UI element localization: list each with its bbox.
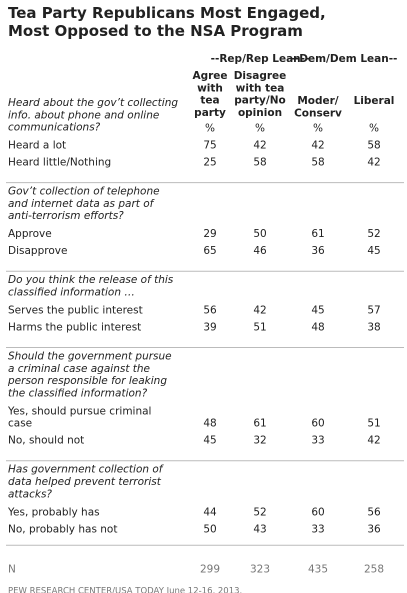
column-header: party/No <box>234 95 285 107</box>
column-header: Moder/ <box>297 95 338 107</box>
n-value: 299 <box>200 563 220 575</box>
cell-value: 43 <box>253 523 266 535</box>
cell-value: 45 <box>203 435 216 447</box>
column-header: with tea <box>236 82 285 94</box>
question: the classified information? <box>8 387 148 399</box>
cell-value: 65 <box>203 245 216 257</box>
cell-value: 50 <box>203 523 216 535</box>
cell-value: 60 <box>311 506 324 518</box>
n-value: 258 <box>364 563 384 575</box>
cell-value: 56 <box>367 506 381 518</box>
question: Should the government pursue <box>8 351 172 363</box>
column-header: Liberal <box>354 95 395 107</box>
n-value: 435 <box>308 563 328 575</box>
cell-value: 48 <box>311 322 324 334</box>
row-label: Heard little/Nothing <box>8 157 111 169</box>
cell-value: 51 <box>367 418 380 430</box>
question: communications? <box>8 122 101 134</box>
question: person responsible for leaking <box>7 375 167 387</box>
cell-value: 29 <box>203 228 216 240</box>
row-label: Approve <box>8 228 52 240</box>
group-header: --Dem/Dem Lean-- <box>291 53 398 65</box>
cell-value: 39 <box>203 322 216 334</box>
question: Heard about the gov’t collecting <box>8 97 178 109</box>
cell-value: 32 <box>253 435 266 447</box>
percent-sign: % <box>205 123 215 135</box>
cell-value: 48 <box>203 418 216 430</box>
footnote: PEW RESEARCH CENTER/USA TODAY June 12-16… <box>8 586 242 593</box>
cell-value: 33 <box>311 435 324 447</box>
title: Tea Party Republicans Most Engaged, <box>8 4 326 22</box>
question: info. about phone and online <box>8 109 159 121</box>
row-label: Yes, should pursue criminal <box>7 405 151 417</box>
percent-sign: % <box>313 123 323 135</box>
title: Most Opposed to the NSA Program <box>8 22 303 40</box>
cell-value: 58 <box>253 157 266 169</box>
question: classified information … <box>8 287 135 299</box>
n-value: 323 <box>250 563 270 575</box>
percent-sign: % <box>255 123 265 135</box>
question: Has government collection of <box>8 464 165 476</box>
row-label: Yes, probably has <box>7 506 100 518</box>
question: data helped prevent terrorist <box>8 476 162 488</box>
cell-value: 42 <box>367 435 380 447</box>
cell-value: 57 <box>367 305 380 317</box>
cell-value: 45 <box>311 305 324 317</box>
question: attacks? <box>8 488 52 500</box>
row-label: Serves the public interest <box>8 305 143 317</box>
cell-value: 58 <box>367 140 380 152</box>
column-header: Conserv <box>294 107 342 119</box>
cell-value: 42 <box>311 140 324 152</box>
cell-value: 42 <box>367 157 380 169</box>
question: Gov’t collection of telephone <box>8 186 160 198</box>
cell-value: 51 <box>253 322 266 334</box>
row-label: case <box>8 418 32 430</box>
row-label: Disapprove <box>8 245 67 257</box>
cell-value: 60 <box>311 418 324 430</box>
cell-value: 58 <box>311 157 324 169</box>
row-label: No, probably has not <box>8 523 117 535</box>
cell-value: 45 <box>367 245 380 257</box>
question: Do you think the release of this <box>8 274 174 286</box>
cell-value: 25 <box>203 157 216 169</box>
question: a criminal case against the <box>8 363 150 375</box>
cell-value: 46 <box>253 245 267 257</box>
cell-value: 36 <box>367 523 381 535</box>
cell-value: 38 <box>367 322 380 334</box>
row-label: No, should not <box>8 435 84 447</box>
cell-value: 33 <box>311 523 324 535</box>
cell-value: 42 <box>253 305 266 317</box>
percent-sign: % <box>369 123 379 135</box>
column-header: tea <box>200 95 219 107</box>
column-header: Agree <box>192 70 227 82</box>
cell-value: 42 <box>253 140 266 152</box>
group-header: --Rep/Rep Lean-- <box>211 53 310 65</box>
column-header: party <box>194 107 226 119</box>
cell-value: 75 <box>203 140 216 152</box>
question: anti-terrorism efforts? <box>8 210 124 222</box>
cell-value: 44 <box>203 506 217 518</box>
cell-value: 61 <box>253 418 266 430</box>
cell-value: 56 <box>203 305 217 317</box>
cell-value: 52 <box>367 228 380 240</box>
cell-value: 50 <box>253 228 266 240</box>
column-header: Disagree <box>234 70 287 82</box>
n-label: N <box>8 563 16 575</box>
column-header: opinion <box>238 107 282 119</box>
cell-value: 61 <box>311 228 324 240</box>
cell-value: 52 <box>253 506 266 518</box>
row-label: Heard a lot <box>8 140 66 152</box>
question: and internet data as part of <box>8 198 156 210</box>
column-header: with <box>197 82 223 94</box>
cell-value: 36 <box>311 245 325 257</box>
row-label: Harms the public interest <box>8 322 141 334</box>
